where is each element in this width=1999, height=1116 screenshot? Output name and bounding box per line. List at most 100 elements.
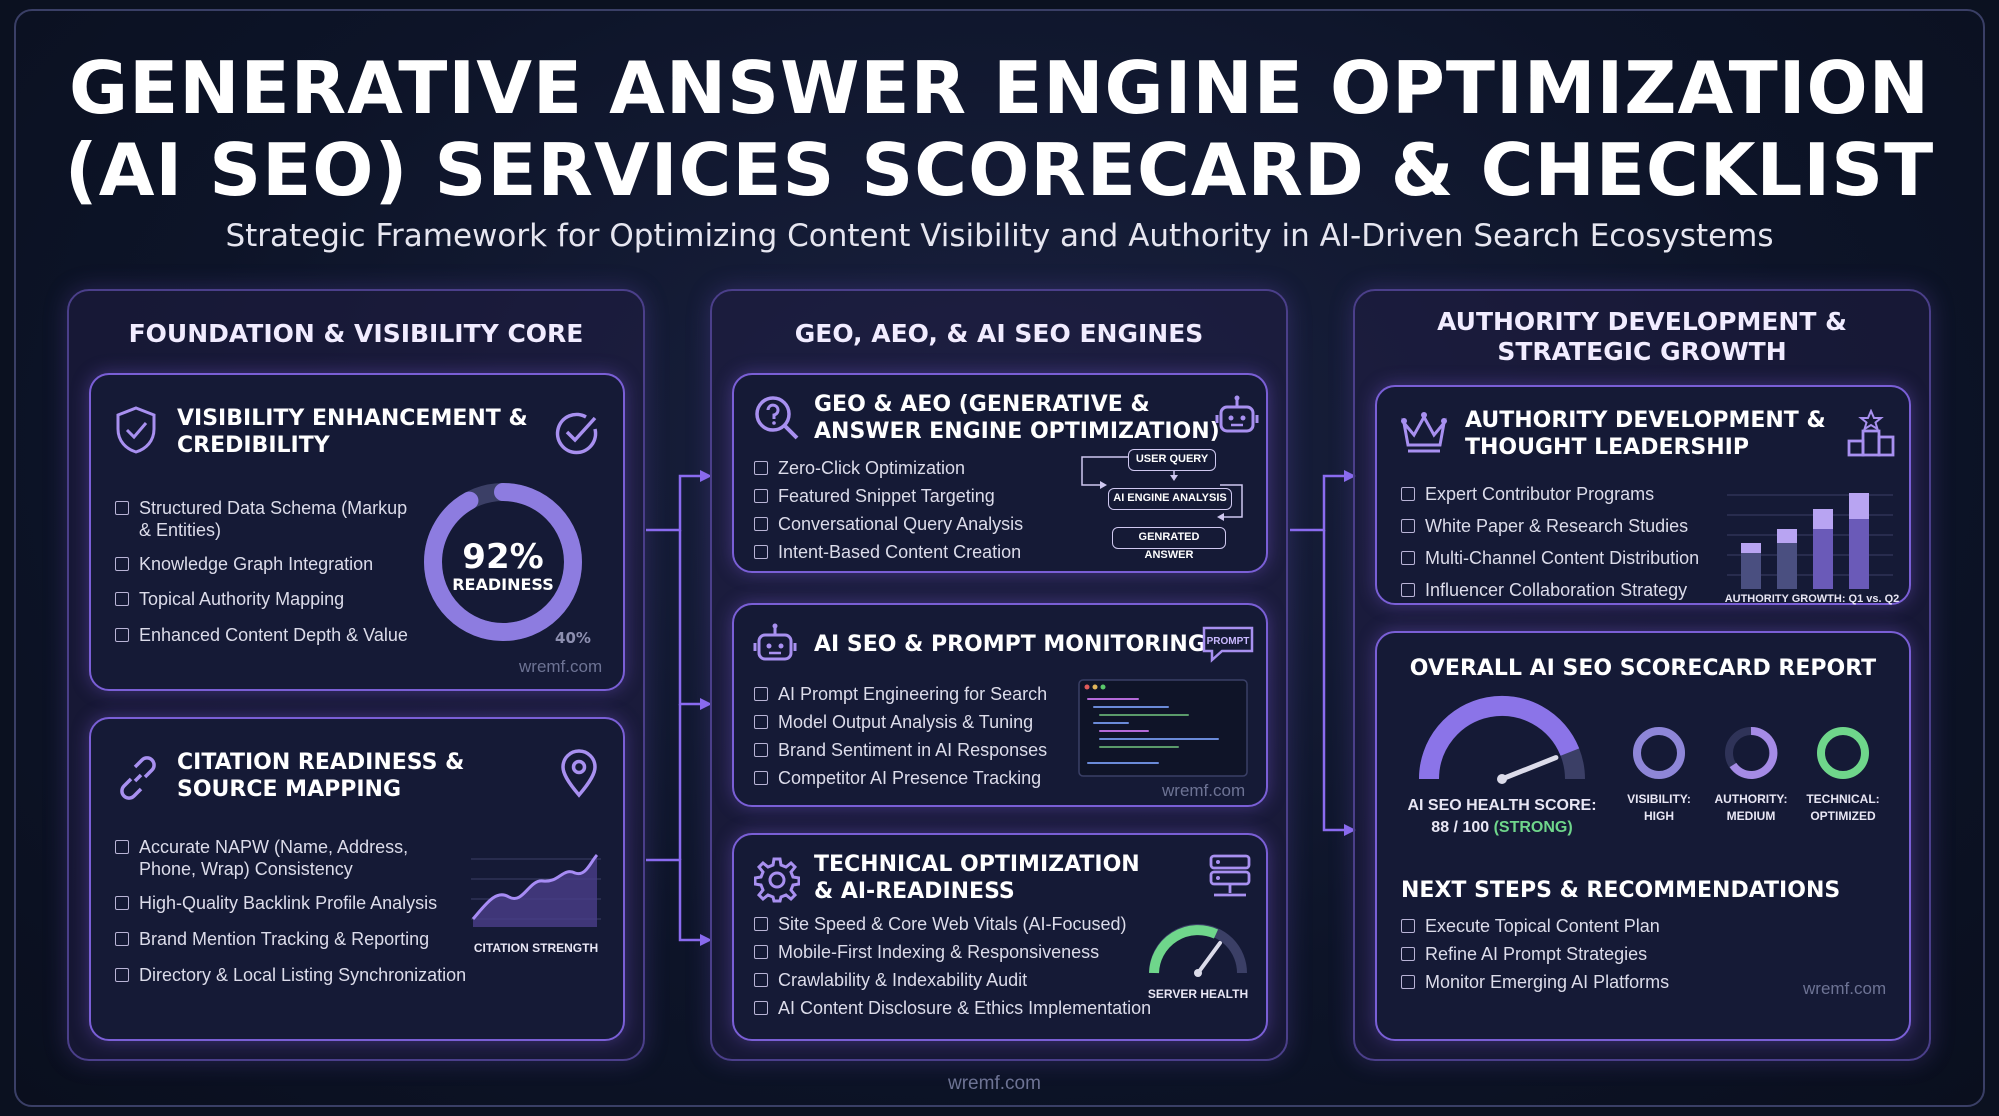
checkbox[interactable] [1401,919,1415,933]
checkbox[interactable] [754,743,768,757]
gear-icon [754,857,800,903]
checklist-item[interactable]: Topical Authority Mapping [115,588,405,610]
checklist-item[interactable]: Brand Sentiment in AI Responses [754,739,1054,761]
checkbox[interactable] [1401,947,1415,961]
checklist-item[interactable]: Execute Topical Content Plan [1401,915,1701,937]
authority-growth-chart [1727,493,1893,589]
bar-q1 [1813,529,1833,589]
bar-group-2 [1777,529,1797,589]
card-title-line2: THOUGHT LEADERSHIP [1465,435,1749,460]
column-authority: AUTHORITY DEVELOPMENT & STRATEGIC GROWTH… [1353,289,1931,1061]
checklist-item[interactable]: Knowledge Graph Integration [115,553,405,575]
checkbox[interactable] [115,592,129,606]
citation-strength-chart [471,853,601,927]
checklist-item[interactable]: Crawlability & Indexability Audit [754,969,1134,991]
visibility-ring [1633,727,1685,779]
checkbox[interactable] [115,557,129,571]
card-title-line1: TECHNICAL OPTIMIZATION [814,852,1140,877]
checklist-item[interactable]: High-Quality Backlink Profile Analysis [115,892,455,914]
bar-q2 [1777,529,1797,543]
checklist-item[interactable]: Structured Data Schema (Markup & Entitie… [115,497,407,543]
checkbox[interactable] [754,545,768,559]
shield-check-icon [116,406,156,454]
card-geo-aeo: GEO & AEO (GENERATIVE & ANSWER ENGINE OP… [732,373,1268,573]
checkbox[interactable] [754,973,768,987]
checkbox[interactable] [754,917,768,931]
bar-q2 [1849,493,1869,519]
server-icon [1209,854,1251,897]
checkbox[interactable] [115,840,129,854]
card-title-line2: ANSWER ENGINE OPTIMIZATION) [814,419,1220,444]
visibility-ring-label: VISIBILITY: HIGH [1627,792,1691,823]
column-engines: GEO, AEO, & AI SEO ENGINES GEO & AEO (GE… [710,289,1288,1061]
checklist-item[interactable]: Directory & Local Listing Synchronizatio… [115,964,466,986]
health-score-gauge [1419,695,1585,784]
watermark: wremf.com [1162,781,1246,800]
checkbox[interactable] [115,932,129,946]
checkbox[interactable] [115,968,129,982]
checkbox[interactable] [1401,519,1415,533]
flow-step-generated-answer: GENRATED ANSWER [1112,527,1226,561]
checkbox[interactable] [754,945,768,959]
server-health-gauge [1149,924,1247,977]
card-citation: CITATION READINESS & SOURCE MAPPING Accu… [89,717,625,1041]
bar-q2 [1741,543,1761,553]
card-prompt-monitoring: AI SEO & PROMPT MONITORING PROMPT AI Pro… [732,603,1268,807]
bar-q2 [1813,509,1833,529]
watermark: wremf.com [1803,979,1887,998]
checklist-item[interactable]: Site Speed & Core Web Vitals (AI-Focused… [754,913,1134,935]
checklist-item[interactable]: White Paper & Research Studies [1401,515,1701,537]
checkbox[interactable] [1401,975,1415,989]
checklist-item[interactable]: Featured Snippet Targeting [754,485,1054,507]
bar-q1 [1777,543,1797,589]
checklist-item[interactable]: Accurate NAPW (Name, Address, Phone, Wra… [115,836,455,882]
checklist-item[interactable]: Intent-Based Content Creation [754,541,1054,563]
column-heading-line1: AUTHORITY DEVELOPMENT & [1437,307,1847,336]
question-search-icon [755,396,799,440]
checkbox[interactable] [754,461,768,475]
checklist-item[interactable]: Conversational Query Analysis [754,513,1054,535]
checkbox[interactable] [115,896,129,910]
card-scorecard: OVERALL AI SEO SCORECARD REPORT AI SEO H… [1375,631,1911,1041]
checklist-item[interactable]: Model Output Analysis & Tuning [754,711,1054,733]
checkbox[interactable] [754,1001,768,1015]
footer-watermark: wremf.com [948,1073,1041,1094]
gauge-value: 92% [462,537,543,577]
column-heading-line2: STRATEGIC GROWTH [1497,337,1787,366]
checklist-item[interactable]: Multi-Channel Content Distribution [1401,547,1701,569]
card-visibility: VISIBILITY ENHANCEMENT & CREDIBILITY Str… [89,373,625,691]
checkbox[interactable] [754,771,768,785]
chart-caption: AUTHORITY GROWTH: Q1 vs. Q2 [1724,593,1900,605]
chat-bubble-icon: PROMPT [1202,626,1254,663]
gauge-label: READINESS [452,575,554,594]
watermark: wremf.com [519,657,603,676]
checklist-item[interactable]: Mobile-First Indexing & Responsiveness [754,941,1134,963]
check-circle-icon [555,412,598,455]
checklist-item[interactable]: Brand Mention Tracking & Reporting [115,928,455,950]
checkbox[interactable] [1401,551,1415,565]
checklist-item[interactable]: AI Prompt Engineering for Search [754,683,1054,705]
flow-arrows [1081,456,1243,521]
checkbox[interactable] [115,501,129,515]
checklist-item[interactable]: AI Content Disclosure & Ethics Implement… [754,997,1151,1019]
checkbox[interactable] [1401,487,1415,501]
column-foundation: FOUNDATION & VISIBILITY CORE VISIBILITY … [67,289,645,1061]
checklist-item[interactable]: Competitor AI Presence Tracking [754,767,1054,789]
checkbox[interactable] [1401,583,1415,597]
checkbox[interactable] [115,628,129,642]
checklist-item[interactable]: Monitor Emerging AI Platforms [1401,971,1701,993]
checkbox[interactable] [754,715,768,729]
checklist-item[interactable]: Expert Contributor Programs [1401,483,1701,505]
checklist-item[interactable]: Enhanced Content Depth & Value [115,624,408,646]
next-steps-title: NEXT STEPS & RECOMMENDATIONS [1401,878,1841,903]
checklist-item[interactable]: Influencer Collaboration Strategy [1401,579,1701,601]
flow-step-user-query: USER QUERY [1128,449,1216,471]
checkbox[interactable] [754,687,768,701]
chart-caption: CITATION STRENGTH [473,941,599,955]
checkbox[interactable] [754,517,768,531]
checkbox[interactable] [754,489,768,503]
code-window-icon [1078,679,1248,777]
checklist-item[interactable]: Refine AI Prompt Strategies [1401,943,1701,965]
authority-ring [1725,726,1778,779]
checklist-item[interactable]: Zero-Click Optimization [754,457,1054,479]
